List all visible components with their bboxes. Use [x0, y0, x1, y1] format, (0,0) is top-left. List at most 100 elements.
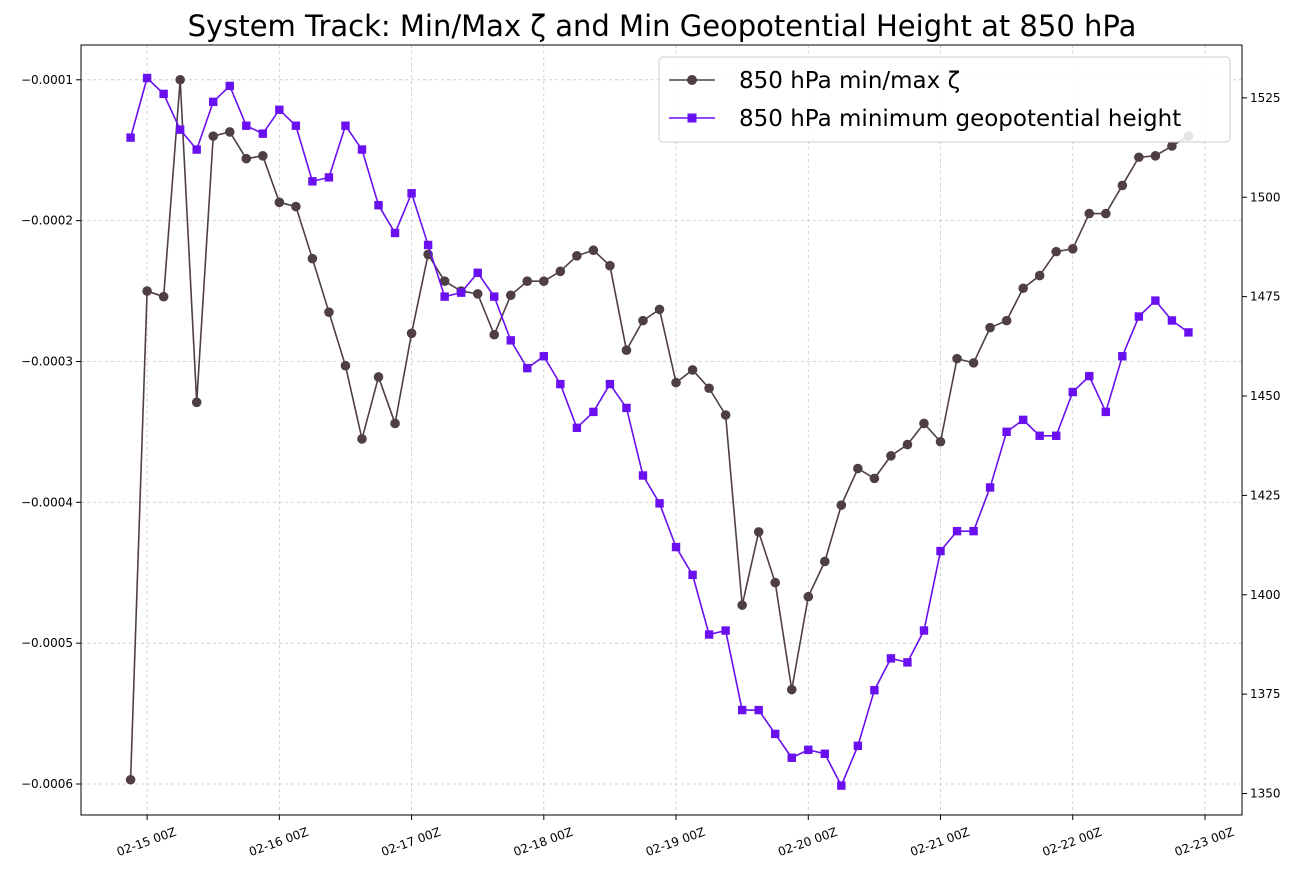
- y-left-tick-label: −0.0004: [21, 495, 73, 509]
- series-1-point: [291, 121, 301, 130]
- series-0-point: [671, 377, 681, 388]
- series-1-point: [1035, 431, 1044, 440]
- y-right-tick-label: 1350: [1250, 787, 1281, 801]
- series-0-point: [539, 276, 549, 286]
- series-1-point: [324, 173, 334, 182]
- series-0-point: [175, 74, 185, 85]
- series-0-point: [324, 307, 334, 317]
- series-0-point: [1001, 315, 1012, 326]
- series-0-point: [1117, 180, 1128, 191]
- series-0-point: [869, 473, 880, 484]
- series-1-point: [952, 526, 962, 536]
- series-0-point: [390, 418, 400, 429]
- series-0-point: [1101, 208, 1111, 219]
- series-1-point: [721, 626, 730, 635]
- y-left-tick-label: −0.0002: [21, 214, 73, 228]
- series-0-point: [472, 289, 483, 299]
- series-1-point: [589, 407, 598, 417]
- series-1-point: [192, 145, 201, 154]
- series-1-point: [308, 177, 317, 186]
- x-tick-label: 02-23 00Z: [1173, 825, 1236, 859]
- y-right-tick-label: 1425: [1250, 488, 1281, 502]
- legend-entry-0: 850 hPa min/max ζ: [669, 68, 960, 94]
- series-1-point: [490, 292, 499, 301]
- series-0-point: [505, 290, 516, 301]
- y-right-tick-label: 1525: [1250, 91, 1281, 105]
- series-0-point: [687, 365, 698, 375]
- series-0-point: [258, 151, 268, 161]
- series-1-point: [969, 526, 978, 536]
- y-left-tick-label: −0.0005: [21, 636, 73, 650]
- series-0-point: [1150, 151, 1161, 161]
- series-1-point: [175, 125, 185, 134]
- y-right-tick-label: 1450: [1250, 389, 1281, 403]
- series-1-point: [209, 97, 218, 107]
- series-0-point: [357, 434, 367, 444]
- series-1-point: [407, 189, 416, 198]
- series-1-point: [853, 741, 863, 751]
- series-1-point: [820, 749, 830, 758]
- right-y-axis: 1350 1375 1400 1425 1450 1475 1500 1525: [1242, 91, 1281, 801]
- series-0-point: [1167, 141, 1177, 151]
- series-0-point: [836, 500, 847, 510]
- series-1-point: [1002, 427, 1011, 436]
- series-1-point: [242, 121, 251, 130]
- left-y-axis: −0.0001 −0.0002 −0.0003 −0.0004 −0.0005 −0.00…: [21, 73, 81, 791]
- series-1-point: [1167, 316, 1177, 325]
- series-1-point: [1184, 328, 1193, 337]
- series-0-point: [1084, 208, 1095, 219]
- series-0-point: [952, 353, 962, 364]
- series-0-point: [1067, 244, 1078, 254]
- series-1-point: [374, 201, 383, 210]
- series-0-point: [820, 556, 830, 567]
- series-1-point: [1018, 415, 1028, 425]
- series-0-point: [654, 304, 665, 315]
- series-0-point: [588, 245, 599, 256]
- series-0-point: [489, 329, 500, 340]
- series-1-point: [523, 363, 532, 373]
- series-1-point: [126, 133, 135, 142]
- series-1-point: [390, 228, 400, 238]
- series-0-point: [786, 684, 797, 695]
- legend-entry-1: 850 hPa minimum geopotential height: [669, 106, 1181, 132]
- y-left-tick-label: −0.0006: [21, 777, 73, 791]
- series-1-point: [704, 630, 714, 639]
- series-1-point: [771, 729, 780, 739]
- series-1-point: [903, 658, 912, 667]
- series-1-point: [341, 121, 350, 130]
- legend: 850 hPa min/max ζ 850 hPa minimum geopote…: [658, 56, 1231, 143]
- series-1-point: [1085, 371, 1094, 381]
- series-0-point: [853, 463, 863, 474]
- series-1-point: [837, 781, 846, 790]
- series-0-point: [803, 591, 814, 602]
- series-0-point: [720, 410, 731, 420]
- legend-marker-1: [687, 113, 697, 123]
- series-0-point: [406, 328, 417, 339]
- series-layer: [125, 73, 1194, 790]
- x-tick-label: 02-18 00Z: [512, 825, 575, 859]
- y-right-tick-label: 1500: [1250, 190, 1281, 204]
- y-right-tick-label: 1475: [1250, 290, 1281, 304]
- series-1-point: [142, 73, 152, 83]
- series-1-point: [985, 483, 995, 492]
- y-right-tick-label: 1375: [1250, 687, 1281, 701]
- series-0-point: [753, 527, 764, 537]
- series-0-point: [274, 197, 285, 208]
- series-1-point: [622, 403, 631, 413]
- series-0-point: [968, 358, 979, 368]
- series-0-point: [555, 266, 566, 277]
- series-1-line: [129, 77, 1189, 787]
- legend-label-1: 850 hPa minimum geopotential height: [739, 106, 1181, 132]
- y-left-tick-label: −0.0003: [21, 354, 73, 368]
- series-0-point: [1051, 246, 1062, 257]
- series-1-point: [804, 745, 813, 755]
- chart-title: System Track: Min/Max ζ and Min Geopoten…: [188, 9, 1137, 43]
- series-1-point: [638, 471, 648, 480]
- series-1-point: [159, 89, 168, 99]
- y-right-tick-label: 1400: [1250, 588, 1281, 602]
- series-0-point: [919, 418, 929, 429]
- series-1-point: [1101, 407, 1111, 417]
- series-0-point: [241, 153, 252, 164]
- series-0-point: [886, 451, 896, 461]
